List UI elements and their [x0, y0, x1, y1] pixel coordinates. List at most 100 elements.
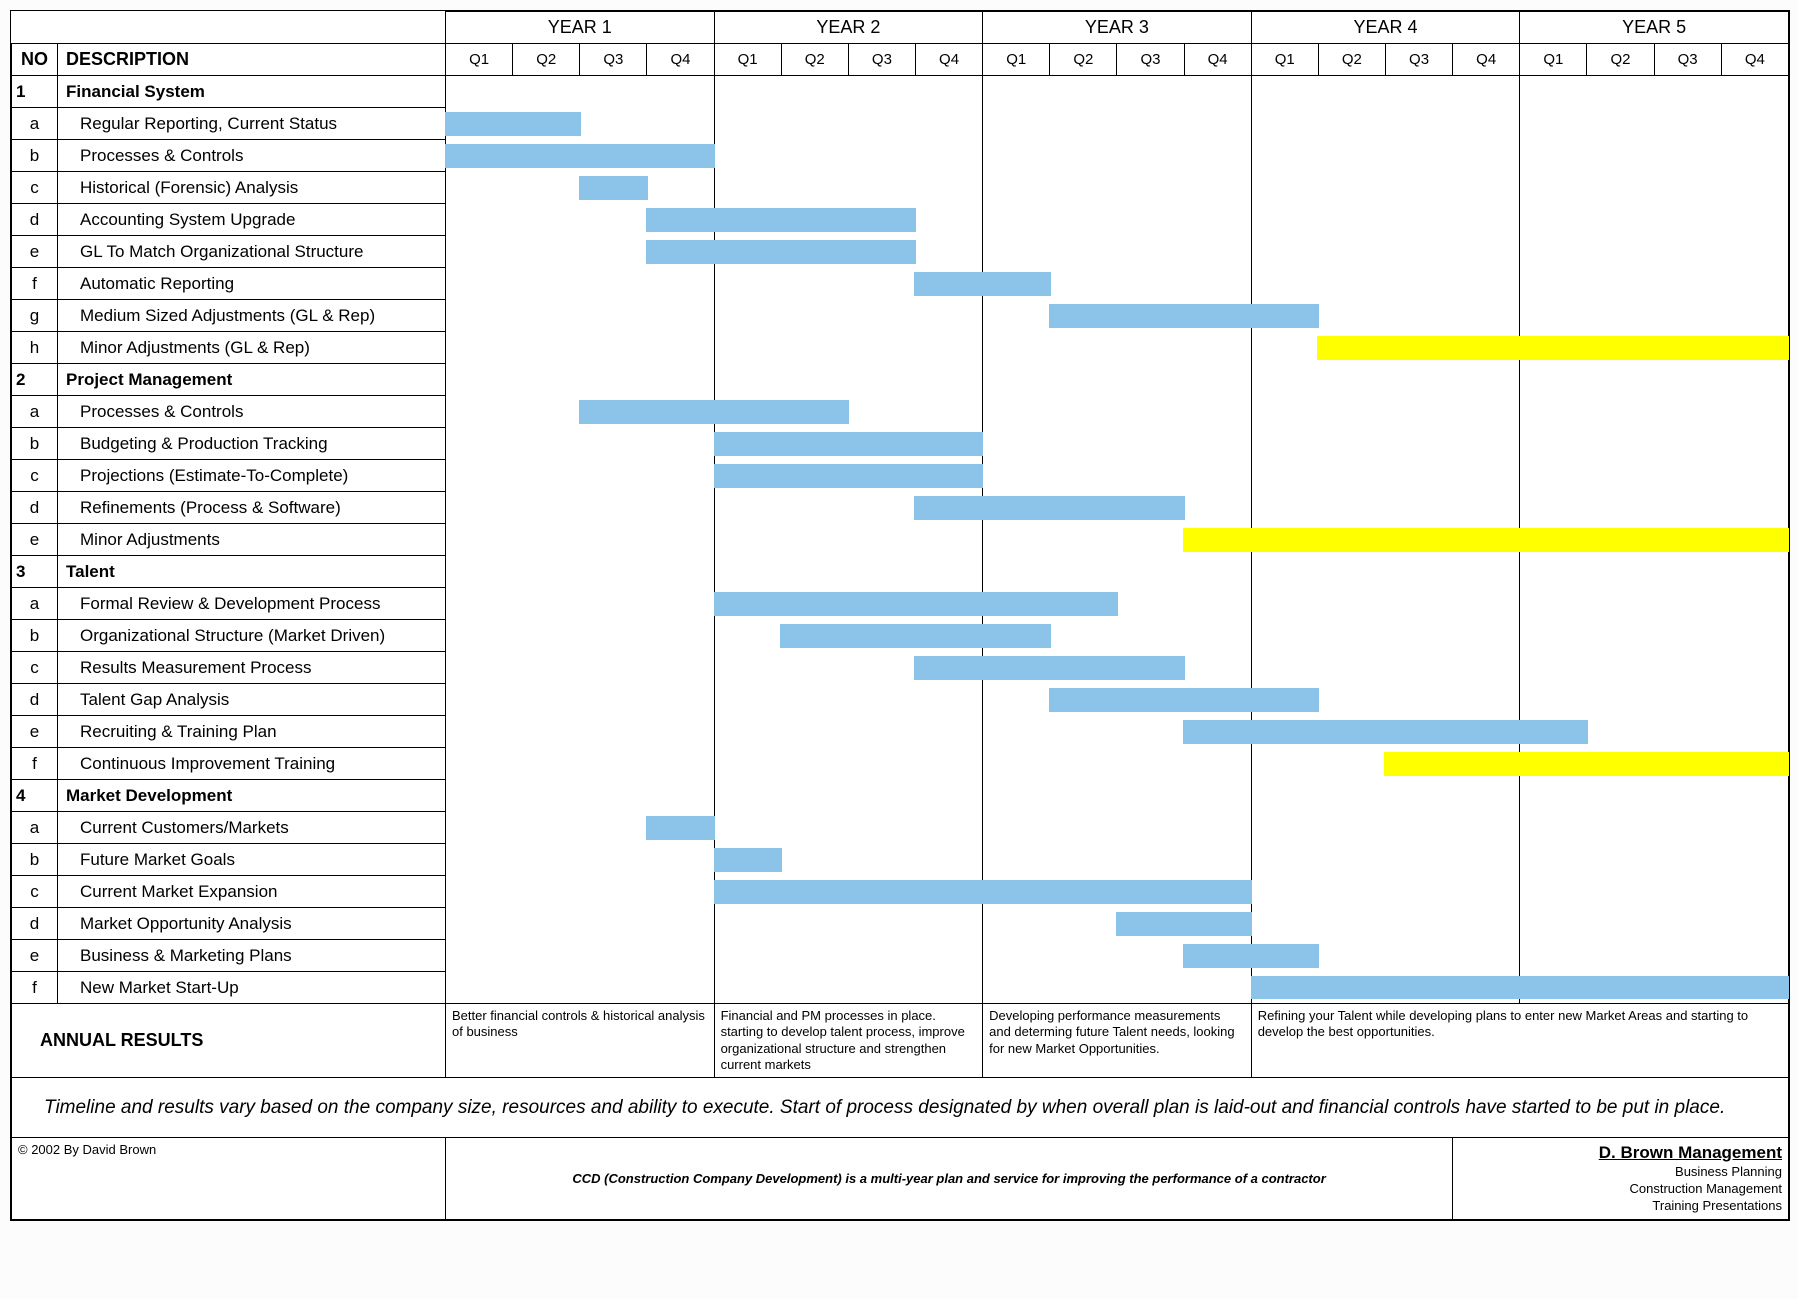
gantt-bar — [847, 240, 916, 264]
quarter-cell — [580, 492, 647, 524]
quarter-cell — [714, 492, 781, 524]
gantt-bar — [1384, 752, 1453, 776]
quarter-cell — [781, 460, 848, 492]
quarter-cell — [1251, 588, 1318, 620]
quarter-cell — [1520, 812, 1587, 844]
quarter-cell — [1520, 876, 1587, 908]
quarter-cell — [1184, 204, 1251, 236]
quarter-cell — [1050, 748, 1117, 780]
gantt-bar — [579, 176, 648, 200]
quarter-cell — [1050, 556, 1117, 588]
task-label: Processes & Controls — [58, 140, 446, 172]
quarter-cell — [983, 972, 1050, 1004]
gantt-bar — [1251, 944, 1320, 968]
quarter-cell — [915, 588, 982, 620]
gantt-bar — [1720, 752, 1789, 776]
quarter-cell — [1453, 236, 1520, 268]
quarter-cell — [848, 76, 915, 108]
quarter-cell — [714, 780, 781, 812]
quarter-cell — [714, 300, 781, 332]
quarter-cell — [915, 108, 982, 140]
quarter-cell — [1385, 940, 1452, 972]
quarter-cell — [446, 556, 513, 588]
quarter-cell — [1251, 972, 1318, 1004]
task-row: cHistorical (Forensic) Analysis — [12, 172, 1789, 204]
quarter-cell — [1721, 236, 1788, 268]
quarter-cell — [915, 460, 982, 492]
task-no: f — [12, 268, 58, 300]
quarter-cell — [1184, 492, 1251, 524]
task-label: Organizational Structure (Market Driven) — [58, 620, 446, 652]
timeline-note-row: Timeline and results vary based on the c… — [12, 1078, 1789, 1138]
quarter-cell — [1318, 652, 1385, 684]
quarter-cell — [1251, 524, 1318, 556]
task-label: Automatic Reporting — [58, 268, 446, 300]
quarter-cell — [580, 556, 647, 588]
section-header-row: 4Market Development — [12, 780, 1789, 812]
quarter-cell — [446, 204, 513, 236]
quarter-cell — [1318, 364, 1385, 396]
quarter-cell — [580, 428, 647, 460]
gantt-bar — [646, 208, 715, 232]
quarter-cell — [714, 556, 781, 588]
year-header: YEAR 1 — [446, 12, 715, 44]
section-title: Financial System — [58, 76, 446, 108]
quarter-cell — [446, 492, 513, 524]
quarter-cell — [513, 972, 580, 1004]
gantt-bar — [512, 144, 581, 168]
quarter-cell — [580, 972, 647, 1004]
quarter-cell — [848, 876, 915, 908]
task-label: Results Measurement Process — [58, 652, 446, 684]
task-row: dTalent Gap Analysis — [12, 684, 1789, 716]
gantt-bar — [1653, 976, 1722, 1000]
gantt-bar — [646, 240, 715, 264]
quarter-cell — [446, 588, 513, 620]
gantt-bar — [646, 144, 715, 168]
quarter-cell — [983, 428, 1050, 460]
task-label: Continuous Improvement Training — [58, 748, 446, 780]
quarter-cell — [1587, 460, 1654, 492]
quarter-cell — [1721, 652, 1788, 684]
quarter-cell — [1117, 844, 1184, 876]
quarter-cell — [647, 684, 714, 716]
quarter-cell — [1318, 908, 1385, 940]
quarter-cell — [1654, 300, 1721, 332]
task-row: cCurrent Market Expansion — [12, 876, 1789, 908]
quarter-header: Q2 — [1587, 44, 1654, 76]
quarter-cell — [1050, 780, 1117, 812]
footer-line: Business Planning — [1675, 1164, 1782, 1179]
quarter-cell — [513, 556, 580, 588]
task-label: Budgeting & Production Tracking — [58, 428, 446, 460]
quarter-cell — [781, 524, 848, 556]
task-label: Future Market Goals — [58, 844, 446, 876]
quarter-header: Q1 — [1520, 44, 1587, 76]
gantt-bar — [914, 464, 983, 488]
year-header: YEAR 4 — [1251, 12, 1520, 44]
gantt-bar — [1183, 304, 1252, 328]
quarter-cell — [1453, 588, 1520, 620]
quarter-cell — [580, 652, 647, 684]
section-header-row: 2Project Management — [12, 364, 1789, 396]
gantt-bar — [1653, 336, 1722, 360]
quarter-cell — [983, 908, 1050, 940]
quarter-cell — [983, 524, 1050, 556]
quarter-cell — [983, 812, 1050, 844]
quarter-cell — [647, 556, 714, 588]
gantt-bar — [1384, 720, 1453, 744]
quarter-cell — [580, 684, 647, 716]
header-blank — [58, 12, 446, 44]
quarter-cell — [915, 812, 982, 844]
quarter-cell — [1318, 620, 1385, 652]
quarter-cell — [714, 940, 781, 972]
quarter-cell — [1117, 332, 1184, 364]
gantt-bar — [914, 880, 983, 904]
section-header-row: 3Talent — [12, 556, 1789, 588]
quarter-cell — [1385, 492, 1452, 524]
quarter-header: Q3 — [1117, 44, 1184, 76]
quarter-cell — [1453, 428, 1520, 460]
quarter-cell — [781, 876, 848, 908]
quarter-cell — [1520, 780, 1587, 812]
task-no: b — [12, 844, 58, 876]
quarter-cell — [1453, 396, 1520, 428]
quarter-cell — [647, 812, 714, 844]
